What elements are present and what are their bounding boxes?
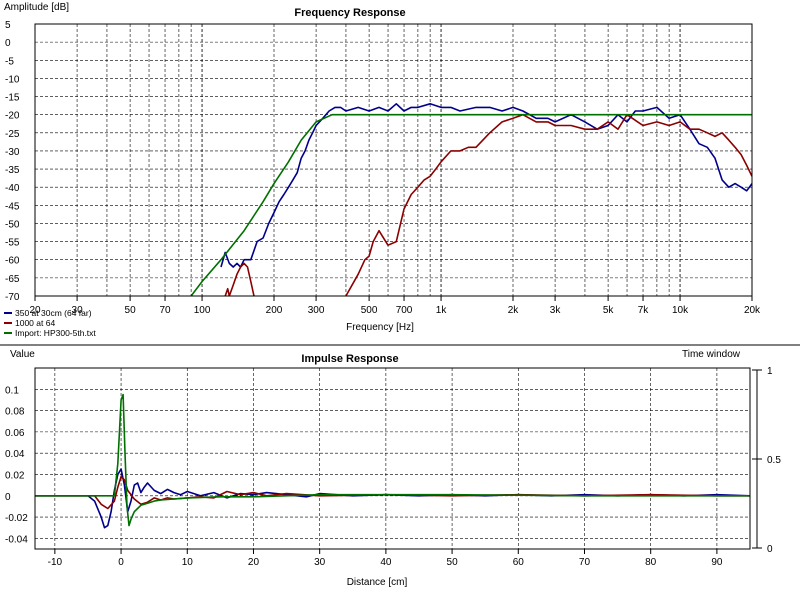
- ir-y-tick-label: -0.02: [5, 513, 28, 524]
- fr-x-tick-label: 50: [125, 305, 137, 316]
- ir-grid: [35, 368, 750, 549]
- fr-series-1-line: [220, 103, 752, 268]
- fr-x-tick-label: 20: [29, 305, 41, 316]
- fr-y-tick-label: -30: [5, 147, 20, 158]
- fr-x-axis-label: Frequency [Hz]: [346, 322, 414, 333]
- fr-y-tick-label: -50: [5, 219, 20, 230]
- fr-y-tick-label: -70: [5, 292, 20, 303]
- ir-x-tick-label: -10: [48, 557, 63, 568]
- ir-y-tick-label: 0.1: [5, 385, 19, 396]
- ir-x-tick-label: 50: [447, 557, 459, 568]
- fr-x-tick-label: 300: [308, 305, 325, 316]
- ir-plot-area: [34, 367, 751, 550]
- fr-y-ticks: 5 0 -5 -10 -15 -20 -25 -30 -35 -40 -45 -50 -55 -60 -65…: [5, 20, 20, 303]
- fr-x-tick-label: 3k: [550, 305, 562, 316]
- fr-y-tick-label: -45: [5, 201, 20, 212]
- ir-y-tick-label: 0.04: [5, 449, 25, 460]
- fr-plot-area: [34, 23, 753, 297]
- fr-y-axis-label: Amplitude [dB]: [4, 2, 69, 13]
- fr-y-tick-label: 5: [5, 20, 11, 31]
- impulse-response-chart: -10 0 10 20 30 40 50 60 70 80 90 0.10.080.060.040.…: [5, 349, 781, 588]
- ir-x-tick-label: 90: [711, 557, 723, 568]
- legend-entry: 350 at 30cm (64 far): [15, 308, 92, 318]
- fr-y-tick-label: -65: [5, 274, 20, 285]
- legend-entry: 1000 at 64: [15, 318, 55, 328]
- ir-x-tick-label: 70: [579, 557, 591, 568]
- frequency-response-chart: 20 30 50 70 100 200 300 500 700 1k 2k 3k 5k 7k 10k 20k …: [4, 2, 761, 338]
- ir-y-tick-label: 0.02: [5, 470, 25, 481]
- fr-y-tick-label: -15: [5, 93, 20, 104]
- ir-title: Impulse Response: [301, 353, 398, 365]
- fr-y-tick-label: -5: [5, 56, 14, 67]
- ir-x-tick-label: 80: [645, 557, 657, 568]
- ir-x-tick-label: 10: [182, 557, 194, 568]
- ir-y-ticks: 0.1 0.08 0.06 0.04 0.02 0 -0.02 -0.04: [5, 385, 28, 545]
- fr-grid: [34, 23, 753, 297]
- ir-y-tick-label: -0.04: [5, 534, 28, 545]
- fr-x-tick-label: 5k: [603, 305, 615, 316]
- fr-y-tick-label: -55: [5, 238, 20, 249]
- time-window-tick-label: 0: [767, 544, 773, 555]
- fr-x-tick-label: 700: [396, 305, 413, 316]
- fr-x-tick-label: 70: [159, 305, 171, 316]
- fr-x-ticks: 20 30 50 70 100 200 300 500 700 1k 2k 3k 5k 7k 10k 20k: [29, 296, 761, 316]
- ir-y-tick-label: 0: [5, 492, 11, 503]
- fr-y-tick-label: -25: [5, 129, 20, 140]
- fr-y-tick-label: -40: [5, 183, 20, 194]
- fr-x-tick-label: 2k: [508, 305, 520, 316]
- fr-y-tick-label: 0: [5, 38, 11, 49]
- ir-time-window-axis: 10.50: [752, 366, 781, 555]
- fr-x-tick-label: 20k: [744, 305, 761, 316]
- fr-x-tick-label: 10k: [672, 305, 689, 316]
- fr-title: Frequency Response: [294, 7, 405, 19]
- ir-y-tick-label: 0.06: [5, 428, 25, 439]
- fr-x-tick-label: 7k: [638, 305, 650, 316]
- ir-y-axis-label: Value: [10, 349, 35, 360]
- fr-series-2-line: [224, 113, 752, 296]
- ir-x-tick-label: 20: [248, 557, 260, 568]
- fr-x-tick-label: 30: [72, 305, 84, 316]
- ir-x-axis-label: Distance [cm]: [347, 577, 408, 588]
- ir-y-tick-label: 0.08: [5, 407, 25, 418]
- fr-x-tick-label: 100: [194, 305, 211, 316]
- ir-x-tick-label: 0: [118, 557, 124, 568]
- time-window-tick-label: 1: [767, 366, 773, 377]
- fr-y-tick-label: -60: [5, 256, 20, 267]
- fr-y-tick-label: -10: [5, 74, 20, 85]
- ir-x-tick-label: 40: [380, 557, 392, 568]
- fr-series-lines: [190, 103, 752, 296]
- ir-series-3-line: [35, 393, 750, 527]
- time-window-tick-label: 0.5: [767, 455, 781, 466]
- ir-x-tick-label: 30: [314, 557, 326, 568]
- fr-series-3-line: [190, 113, 752, 296]
- ir-x-tick-label: 60: [513, 557, 525, 568]
- fr-x-tick-label: 200: [266, 305, 283, 316]
- ir-series-lines: [35, 393, 750, 529]
- fr-y-tick-label: -20: [5, 111, 20, 122]
- legend-entry: Import: HP300-5th.txt: [15, 328, 96, 338]
- fr-x-tick-label: 500: [361, 305, 378, 316]
- ir-x-ticks: -10 0 10 20 30 40 50 60 70 80 90: [48, 549, 723, 568]
- fr-y-tick-label: -35: [5, 165, 20, 176]
- ir-time-window-label: Time window: [682, 349, 741, 360]
- fr-x-tick-label: 1k: [436, 305, 448, 316]
